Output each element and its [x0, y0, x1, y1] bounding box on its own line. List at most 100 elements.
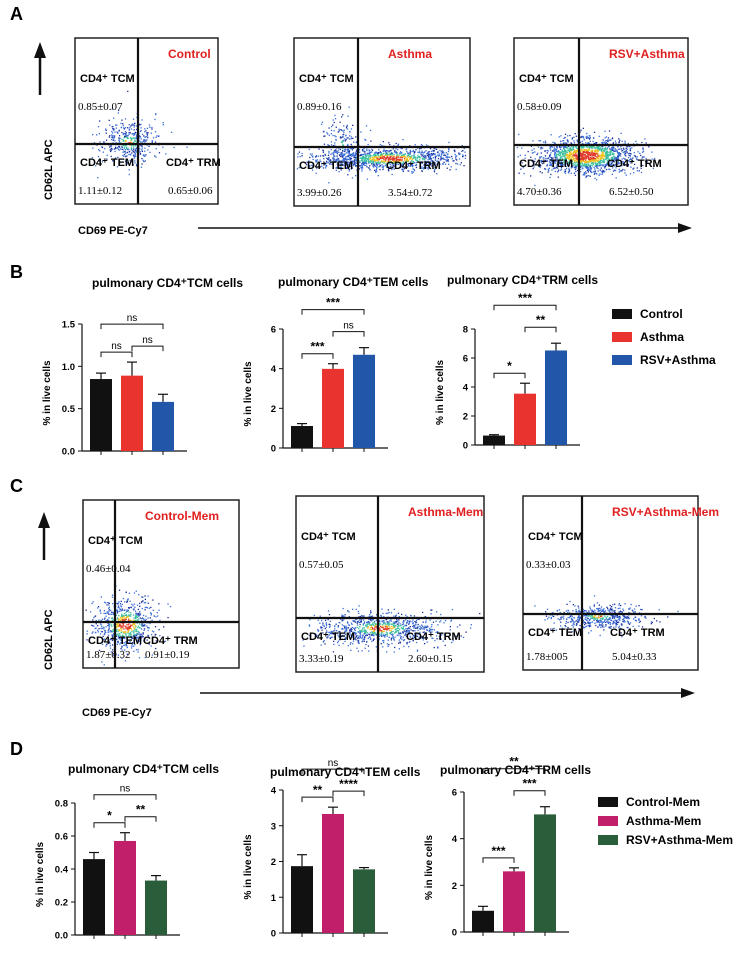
- flow-event-dot: [139, 135, 141, 137]
- flow-event-dot: [348, 150, 351, 152]
- flow-event-dot: [602, 161, 604, 163]
- flow-event-dot: [447, 160, 449, 163]
- flow-event-dot: [389, 159, 391, 161]
- flow-event-dot: [394, 627, 396, 629]
- flow-event-dot: [578, 610, 580, 612]
- flow-event-dot: [324, 643, 326, 645]
- flow-event-dot: [405, 157, 407, 159]
- flow-event-dot: [591, 149, 593, 152]
- flow-event-dot: [350, 627, 352, 630]
- flow-event-dot: [412, 623, 414, 625]
- flow-event-dot: [368, 636, 370, 638]
- flow-event-dot: [111, 617, 113, 620]
- flow-event-dot: [414, 625, 416, 628]
- flow-event-dot: [131, 637, 133, 640]
- flow-event-dot: [590, 165, 592, 167]
- flow-event-dot: [439, 621, 441, 623]
- flow-event-dot: [387, 623, 389, 625]
- flow-event-dot: [399, 625, 401, 627]
- flow-event-dot: [563, 159, 566, 162]
- flow-event-dot: [101, 628, 103, 630]
- flow-event-dot: [350, 138, 352, 140]
- flow-event-dot: [342, 130, 344, 132]
- flow-event-dot: [442, 154, 445, 157]
- flow-event-dot: [602, 160, 604, 162]
- flow-event-dot: [564, 133, 567, 135]
- flow-event-dot: [122, 631, 124, 633]
- flow-event-dot: [565, 150, 568, 152]
- flow-event-dot: [544, 168, 547, 171]
- flow-event-dot: [118, 130, 120, 132]
- flow-event-dot: [115, 634, 117, 636]
- flow-event-dot: [108, 609, 110, 611]
- flow-event-dot: [454, 150, 456, 153]
- flow-event-dot: [112, 630, 114, 633]
- flow-event-dot: [597, 146, 599, 148]
- flow-event-dot: [332, 158, 334, 160]
- flow-event-dot: [383, 628, 385, 630]
- flow-event-dot: [599, 161, 601, 163]
- flow-event-dot: [429, 155, 431, 157]
- flow-event-dot: [347, 115, 349, 117]
- flow-event-dot: [390, 619, 392, 621]
- flow-event-dot: [423, 628, 425, 630]
- flow-plot-title: Control-Mem: [145, 509, 219, 523]
- flow-event-dot: [591, 160, 593, 162]
- flow-event-dot: [572, 163, 574, 165]
- flow-event-dot: [428, 163, 430, 165]
- flow-event-dot: [569, 134, 571, 137]
- flow-event-dot: [416, 649, 419, 651]
- flow-event-dot: [410, 629, 412, 631]
- flow-event-dot: [395, 631, 397, 633]
- flow-event-dot: [373, 621, 376, 623]
- flow-event-dot: [119, 637, 121, 639]
- flow-event-dot: [322, 624, 324, 626]
- flow-event-dot: [345, 156, 347, 158]
- flow-event-dot: [336, 166, 338, 169]
- flow-event-dot: [112, 649, 114, 651]
- flow-event-dot: [584, 161, 586, 163]
- flow-event-dot: [593, 153, 595, 155]
- flow-event-dot: [370, 610, 372, 612]
- flow-event-dot: [123, 632, 125, 634]
- flow-event-dot: [447, 156, 450, 158]
- flow-event-dot: [375, 633, 377, 635]
- flow-event-dot: [128, 623, 130, 625]
- flow-event-dot: [122, 123, 124, 125]
- flow-event-dot: [598, 174, 600, 176]
- flow-event-dot: [125, 159, 127, 161]
- flow-event-dot: [570, 150, 572, 152]
- flow-event-dot: [439, 637, 441, 640]
- flow-event-dot: [128, 173, 130, 176]
- flow-event-dot: [415, 632, 417, 634]
- flow-event-dot: [596, 163, 599, 165]
- flow-event-dot: [129, 625, 131, 628]
- flow-event-dot: [583, 139, 585, 141]
- flow-event-dot: [385, 626, 388, 628]
- flow-event-dot: [344, 614, 346, 616]
- flow-event-dot: [533, 148, 535, 150]
- flow-event-dot: [397, 624, 399, 627]
- flow-event-dot: [462, 150, 464, 152]
- flow-event-dot: [388, 162, 390, 165]
- flow-event-dot: [415, 641, 418, 644]
- flow-event-dot: [610, 160, 612, 163]
- flow-event-dot: [395, 625, 397, 627]
- flow-event-dot: [395, 148, 397, 150]
- flow-event-dot: [629, 152, 632, 155]
- flow-event-dot: [588, 165, 590, 167]
- flow-event-dot: [324, 162, 326, 164]
- flow-event-dot: [110, 144, 112, 146]
- flow-event-dot: [334, 142, 336, 144]
- flow-event-dot: [347, 155, 349, 157]
- flow-event-dot: [371, 620, 373, 622]
- flow-event-dot: [310, 164, 312, 167]
- flow-event-dot: [116, 602, 118, 605]
- flow-event-dot: [554, 152, 556, 154]
- flow-event-dot: [323, 135, 325, 137]
- flow-event-dot: [125, 155, 127, 158]
- flow-event-dot: [308, 160, 310, 162]
- flow-event-dot: [540, 147, 542, 149]
- flow-event-dot: [352, 155, 354, 157]
